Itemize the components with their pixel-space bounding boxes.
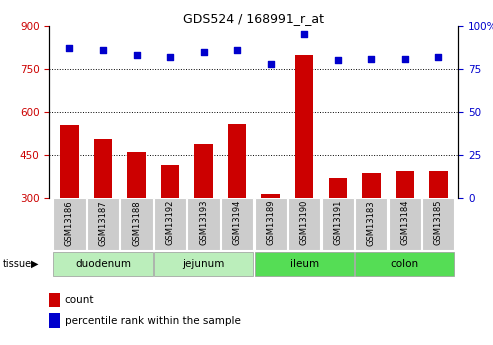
Bar (355, 252, 455, 276)
Point (434, 54, 442, 60)
Text: tissue: tissue (2, 259, 32, 269)
Bar (228, 124, 246, 198)
Text: duodenum: duodenum (75, 259, 131, 269)
Bar (120, 198, 153, 250)
Text: GSM13191: GSM13191 (333, 200, 342, 245)
Bar (429, 171, 448, 198)
Text: GSM13193: GSM13193 (199, 200, 208, 245)
Text: ileum: ileum (290, 259, 319, 269)
Text: ▶: ▶ (31, 259, 38, 269)
Text: GSM13194: GSM13194 (233, 200, 242, 245)
Bar (261, 194, 280, 198)
Point (166, 54, 174, 60)
Text: percentile rank within the sample: percentile rank within the sample (65, 316, 241, 326)
Bar (395, 171, 414, 198)
Text: GSM13189: GSM13189 (266, 200, 275, 245)
Title: GDS524 / 168991_r_at: GDS524 / 168991_r_at (183, 12, 324, 25)
Point (99, 47, 107, 53)
Point (367, 56, 375, 61)
Bar (154, 198, 186, 250)
Point (66, 46, 73, 51)
Bar (388, 198, 421, 250)
Text: GSM13187: GSM13187 (99, 200, 107, 246)
Bar (321, 198, 354, 250)
Bar (49, 313, 60, 328)
Bar (328, 178, 347, 198)
Bar (53, 198, 85, 250)
Bar (254, 252, 354, 276)
Text: GSM13184: GSM13184 (400, 200, 409, 245)
Point (200, 49, 208, 55)
Text: GSM13185: GSM13185 (434, 200, 443, 245)
Bar (127, 152, 146, 198)
Bar (254, 198, 287, 250)
Point (300, 32, 308, 37)
Bar (49, 293, 60, 307)
Bar (221, 198, 253, 250)
Text: GSM13188: GSM13188 (132, 200, 141, 246)
Text: count: count (65, 295, 94, 305)
Text: colon: colon (391, 259, 419, 269)
Text: GSM13183: GSM13183 (367, 200, 376, 246)
Point (267, 61, 275, 67)
Point (401, 56, 409, 61)
Bar (187, 198, 220, 250)
Text: jejunum: jejunum (182, 259, 225, 269)
Text: GSM13192: GSM13192 (166, 200, 175, 245)
Bar (362, 172, 381, 198)
Bar (53, 252, 153, 276)
Bar (154, 252, 253, 276)
Bar (60, 125, 79, 198)
Point (334, 58, 342, 63)
Bar (161, 165, 179, 198)
Bar (94, 139, 112, 198)
Text: GSM13186: GSM13186 (65, 200, 74, 246)
Bar (194, 144, 213, 198)
Bar (288, 198, 320, 250)
Bar (423, 198, 455, 250)
Bar (355, 198, 387, 250)
Point (233, 47, 241, 53)
Text: GSM13190: GSM13190 (300, 200, 309, 245)
Bar (295, 55, 314, 198)
Bar (87, 198, 119, 250)
Point (133, 52, 141, 58)
